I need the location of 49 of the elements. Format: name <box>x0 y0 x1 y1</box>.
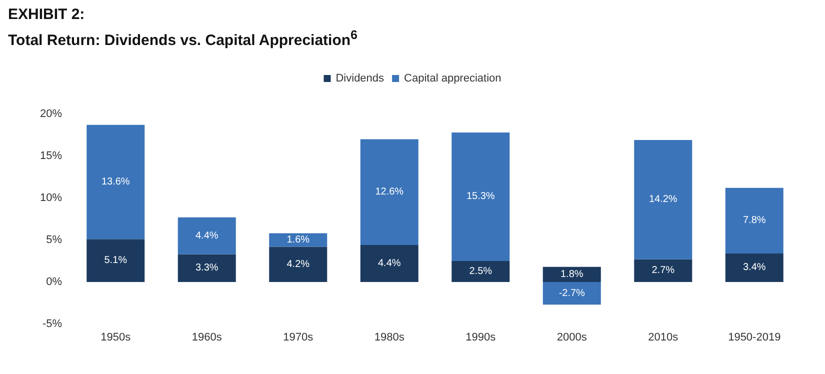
data-label: 15.3% <box>466 191 495 202</box>
x-tick-label: 1950s <box>100 332 132 344</box>
x-tick-label: 2000s <box>556 332 588 344</box>
bar <box>452 132 510 261</box>
data-label: -2.7% <box>558 288 586 299</box>
data-label: 1.6% <box>286 234 310 246</box>
bar <box>725 253 784 282</box>
bar <box>360 245 418 282</box>
bar <box>178 254 236 282</box>
bar <box>86 239 145 282</box>
x-tick-label: 2010s <box>648 332 679 344</box>
bar <box>452 261 510 282</box>
y-tick-label: 0% <box>46 276 62 288</box>
bar <box>634 259 692 282</box>
bar <box>86 124 145 240</box>
x-tick-label: 1990s <box>466 332 496 344</box>
bar <box>634 140 692 260</box>
chart-subtitle: Total Return: Dividends vs. Capital Appreciation$^{6}$ <box>8 28 358 49</box>
bar <box>542 266 601 282</box>
data-label: 1.8% <box>560 268 584 280</box>
y-tick-label: 5% <box>46 234 62 246</box>
legend-label: Dividends <box>336 72 385 84</box>
x-tick-label: 1950-2019 <box>728 332 781 344</box>
y-tick-label: 20% <box>40 108 62 120</box>
data-label: 3.3% <box>195 262 218 274</box>
chart-title: EXHIBIT 2: <box>8 6 85 23</box>
data-label: 4.4% <box>378 258 401 270</box>
data-label: 4.4% <box>195 230 218 242</box>
bar <box>360 139 418 246</box>
bar <box>725 188 784 254</box>
data-label: 14.2% <box>648 194 678 206</box>
bar <box>178 217 236 254</box>
data-label: 2.5% <box>469 266 492 277</box>
bar <box>269 246 328 282</box>
y-tick-label: -5% <box>42 318 62 330</box>
data-label: 5.1% <box>104 255 128 266</box>
data-label: 12.6% <box>375 186 404 198</box>
data-label: 2.7% <box>652 265 675 276</box>
data-label: 4.2% <box>286 258 310 270</box>
x-tick-label: 1970s <box>283 332 314 344</box>
legend-label: Capital appreciation <box>404 72 502 84</box>
data-label: 7.8% <box>742 215 766 226</box>
x-tick-label: 1960s <box>192 332 222 344</box>
y-tick-label: 10% <box>40 192 62 204</box>
x-tick-label: 1980s <box>374 332 405 344</box>
data-label: 13.6% <box>101 176 130 188</box>
data-label: 3.4% <box>742 262 766 274</box>
y-tick-label: 15% <box>40 150 62 162</box>
bar <box>542 282 601 305</box>
